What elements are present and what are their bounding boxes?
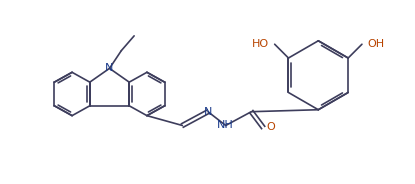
Text: NH: NH — [217, 119, 234, 130]
Text: HO: HO — [252, 39, 269, 49]
Text: N: N — [204, 107, 212, 117]
Text: N: N — [105, 63, 114, 73]
Text: O: O — [267, 123, 276, 132]
Text: OH: OH — [367, 39, 384, 49]
